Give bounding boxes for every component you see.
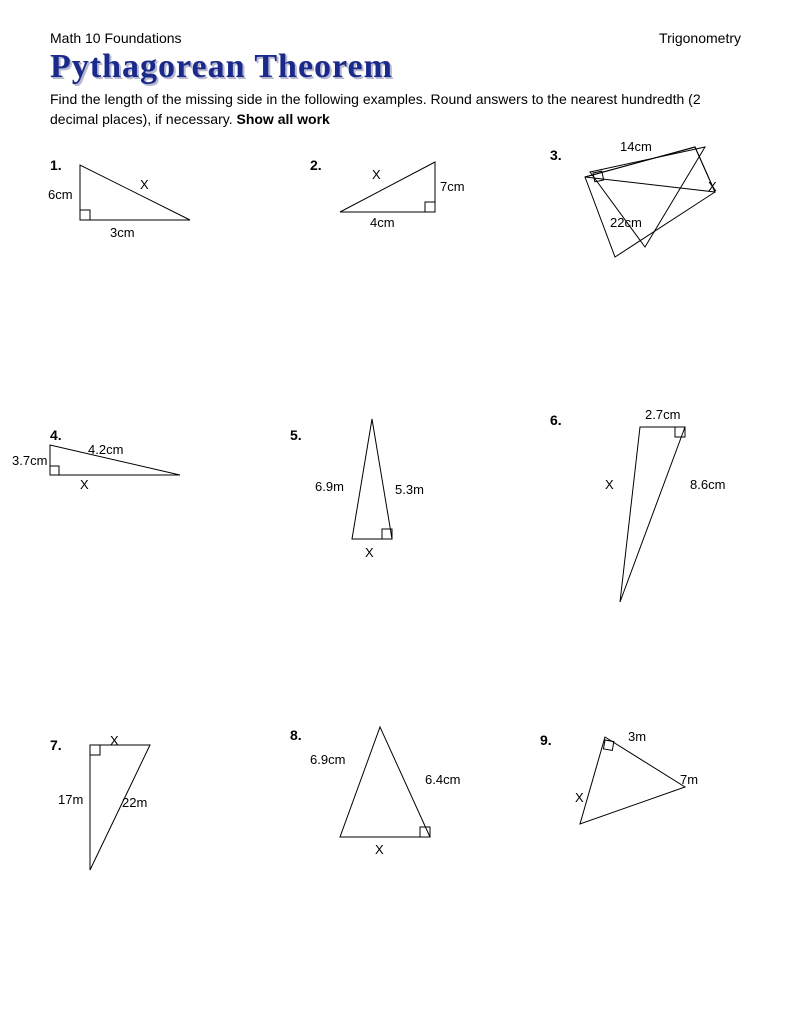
side-label-right: 5.3m xyxy=(395,482,424,497)
problem-number: 2. xyxy=(310,157,322,173)
problems-grid: 1. 6cm 3cm X 2. X 4cm 7cm 3. xyxy=(50,147,750,1017)
triangle-icon xyxy=(352,419,392,539)
triangle-icon xyxy=(620,427,685,602)
problem-number: 3. xyxy=(550,147,562,163)
triangle-icon xyxy=(340,162,435,212)
side-label-top: X xyxy=(110,733,119,748)
side-label-hyp: X xyxy=(372,167,381,182)
side-label-left: 17m xyxy=(58,792,83,807)
side-label-hyp: X xyxy=(140,177,149,192)
side-label-left: 6cm xyxy=(48,187,73,202)
triangle-icon xyxy=(80,165,190,220)
side-label-hyp: X xyxy=(575,790,584,805)
instructions-text: Find the length of the missing side in t… xyxy=(50,91,701,127)
right-angle-icon xyxy=(425,202,435,212)
problem-number: 4. xyxy=(50,427,62,443)
side-label-bottom: 3cm xyxy=(110,225,135,240)
side-label-top: 3m xyxy=(628,729,646,744)
side-label-hyp: 22m xyxy=(122,795,147,810)
right-angle-icon xyxy=(50,466,59,475)
side-label-right: 8.6cm xyxy=(690,477,725,492)
side-label-bottom: 4cm xyxy=(370,215,395,230)
side-label-top: 14cm xyxy=(620,139,652,154)
side-label-hyp: X xyxy=(605,477,614,492)
side-label-top: 2.7cm xyxy=(645,407,680,422)
right-angle-icon xyxy=(420,827,430,837)
unit-label: Trigonometry xyxy=(659,30,741,46)
side-label-bottom: X xyxy=(80,477,89,492)
instructions-bold: Show all work xyxy=(236,111,329,127)
side-label-left: 22cm xyxy=(610,215,642,230)
page-title: Pythagorean Theorem xyxy=(50,48,741,86)
side-label-left: 3.7cm xyxy=(12,453,47,468)
triangle-icon xyxy=(580,737,685,824)
right-angle-icon xyxy=(593,171,604,182)
triangle-icon-3 xyxy=(590,147,705,247)
side-label-right: 7cm xyxy=(440,179,465,194)
problem-number: 1. xyxy=(50,157,62,173)
problem-number: 9. xyxy=(540,732,552,748)
side-label-right: 6.4cm xyxy=(425,772,460,787)
problem-number: 8. xyxy=(290,727,302,743)
side-label-right: 7m xyxy=(680,772,698,787)
side-label-bottom: X xyxy=(365,545,374,560)
side-label-hyp: 6.9cm xyxy=(310,752,345,767)
side-label-right: X xyxy=(708,179,717,194)
course-label: Math 10 Foundations xyxy=(50,30,182,46)
right-angle-icon xyxy=(80,210,90,220)
right-angle-icon xyxy=(603,740,613,750)
triangle-icon xyxy=(340,727,430,837)
side-label-hyp: 6.9m xyxy=(315,479,344,494)
problem-number: 7. xyxy=(50,737,62,753)
side-label-bottom: X xyxy=(375,842,384,857)
problem-number: 6. xyxy=(550,412,562,428)
problem-number: 5. xyxy=(290,427,302,443)
header-row: Math 10 Foundations Trigonometry xyxy=(50,30,741,46)
right-angle-icon xyxy=(90,745,100,755)
side-label-hyp: 4.2cm xyxy=(88,442,123,457)
instructions: Find the length of the missing side in t… xyxy=(50,90,741,129)
